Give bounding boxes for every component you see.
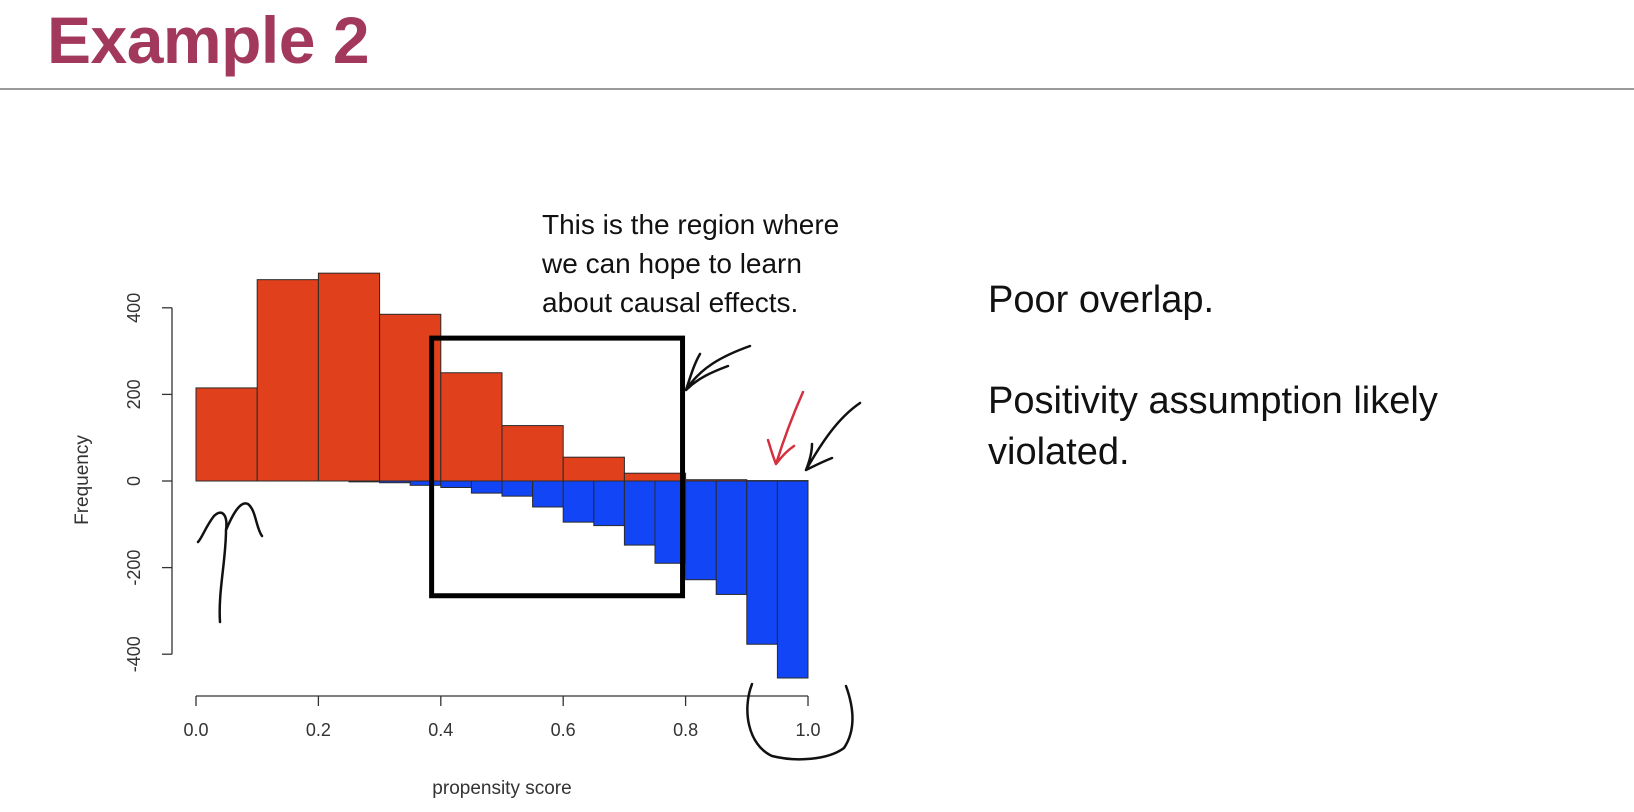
annotation-line-2: we can hope to learn — [541, 248, 802, 279]
black-arrow-icon — [804, 401, 862, 472]
x-tick-label-1: 0.2 — [306, 720, 331, 740]
treated-bar-2 — [317, 272, 381, 482]
x-tick-label-5: 1.0 — [795, 720, 820, 740]
treated-bar-5 — [501, 425, 564, 482]
treated-bar-6 — [562, 456, 625, 482]
pointer-arrow-box — [684, 344, 752, 392]
y-tick-label-0: -400 — [124, 636, 144, 672]
x-tick-label-4: 0.8 — [673, 720, 698, 740]
treated-bars — [195, 272, 809, 482]
control-bar-13 — [746, 480, 778, 645]
x-axis: 0.0 0.2 0.4 0.6 0.8 1.0 — [183, 695, 821, 740]
x-tick-label-0: 0.0 — [183, 720, 208, 740]
control-bar-7 — [562, 480, 595, 523]
control-bar-12 — [715, 480, 748, 595]
up-arrow-icon — [196, 502, 264, 624]
control-bar-2 — [409, 480, 442, 486]
annotation-line-3: about causal effects. — [542, 287, 798, 318]
control-bar-14 — [776, 480, 809, 679]
red-arrow-icon — [766, 390, 805, 466]
bullet-poor-overlap: Poor overlap. — [988, 279, 1215, 321]
control-bar-9 — [623, 480, 656, 546]
treated-bar-7 — [623, 472, 687, 482]
bullet-positivity: Positivity assumption likely violated. — [988, 380, 1438, 473]
overlap-region-box — [429, 335, 686, 599]
x-tick-label-2: 0.4 — [428, 720, 453, 740]
bracket-mark — [746, 682, 854, 761]
y-axis-title: Frequency — [72, 435, 93, 525]
slide-title: Example 2 — [47, 3, 370, 77]
control-bar-1 — [379, 480, 411, 484]
annotation-line-1: This is the region where — [542, 209, 839, 240]
control-bar-11 — [685, 480, 717, 581]
control-bar-3 — [440, 480, 472, 488]
x-tick-label-3: 0.6 — [551, 720, 576, 740]
y-tick-label-3: 200 — [124, 379, 144, 409]
control-bar-8 — [593, 480, 625, 527]
treated-bar-1 — [256, 279, 319, 482]
treated-bar-0 — [195, 387, 258, 482]
bullet-list: Poor overlap. Positivity assumption like… — [988, 275, 1588, 528]
control-bar-5 — [501, 480, 534, 497]
control-bars — [348, 480, 809, 679]
x-axis-title: propensity score — [432, 778, 571, 799]
y-tick-label-4: 400 — [124, 293, 144, 323]
control-bar-0 — [348, 480, 381, 483]
control-bar-6 — [532, 480, 564, 508]
hand-drawn-annotations — [196, 344, 862, 761]
title-divider — [0, 88, 1634, 90]
y-axis: -400 -200 0 200 400 — [124, 293, 173, 672]
y-tick-label-2: 0 — [124, 476, 144, 486]
treated-bar-4 — [440, 372, 503, 482]
y-tick-label-1: -200 — [124, 550, 144, 586]
control-bar-4 — [470, 480, 503, 494]
